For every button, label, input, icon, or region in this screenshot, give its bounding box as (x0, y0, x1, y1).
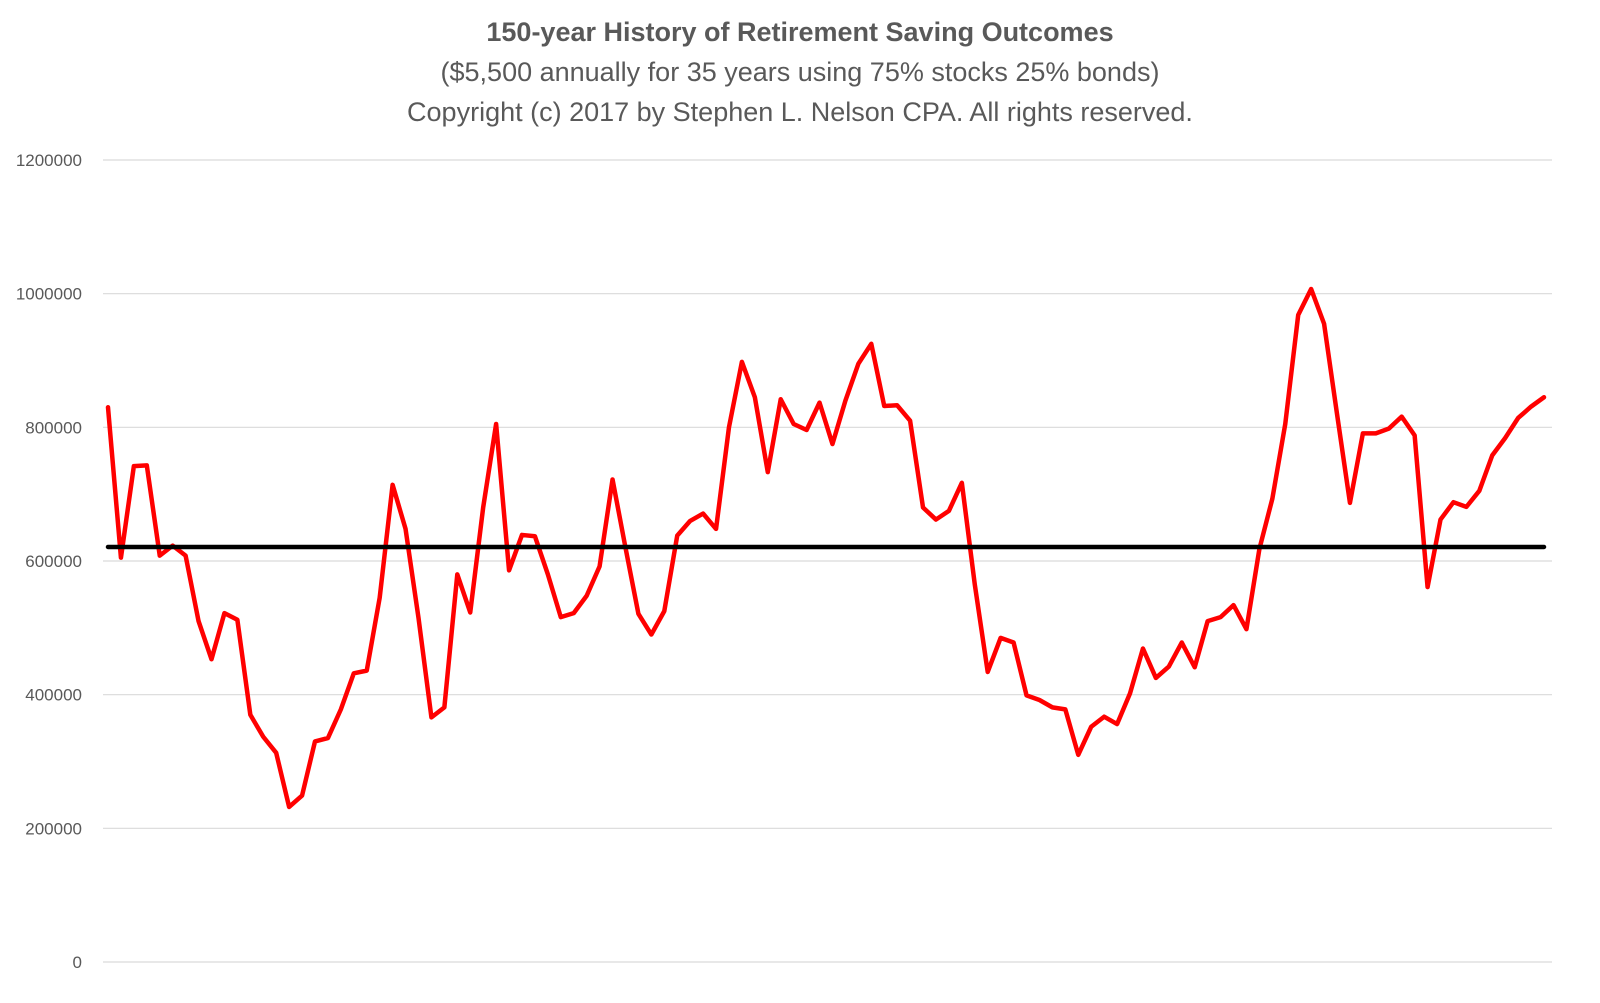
chart-copyright: Copyright (c) 2017 by Stephen L. Nelson … (407, 97, 1193, 127)
y-tick-label: 800000 (25, 418, 82, 437)
chart-subtitle: ($5,500 annually for 35 years using 75% … (440, 57, 1160, 87)
y-tick-label: 1000000 (16, 285, 82, 304)
y-tick-label: 1200000 (16, 151, 82, 170)
gridlines (103, 159, 1552, 963)
y-tick-label: 600000 (25, 552, 82, 571)
y-tick-label: 0 (73, 953, 82, 972)
y-tick-label: 200000 (25, 819, 82, 838)
chart-title: 150-year History of Retirement Saving Ou… (486, 17, 1114, 47)
series-line-outcomes (105, 286, 1547, 810)
y-axis-ticks: 0 200000 400000 600000 800000 1000000 1200000 (16, 151, 82, 972)
series-layer (105, 286, 1547, 810)
y-tick-label: 400000 (25, 686, 82, 705)
title-block: 150-year History of Retirement Saving Ou… (0, 12, 1600, 132)
